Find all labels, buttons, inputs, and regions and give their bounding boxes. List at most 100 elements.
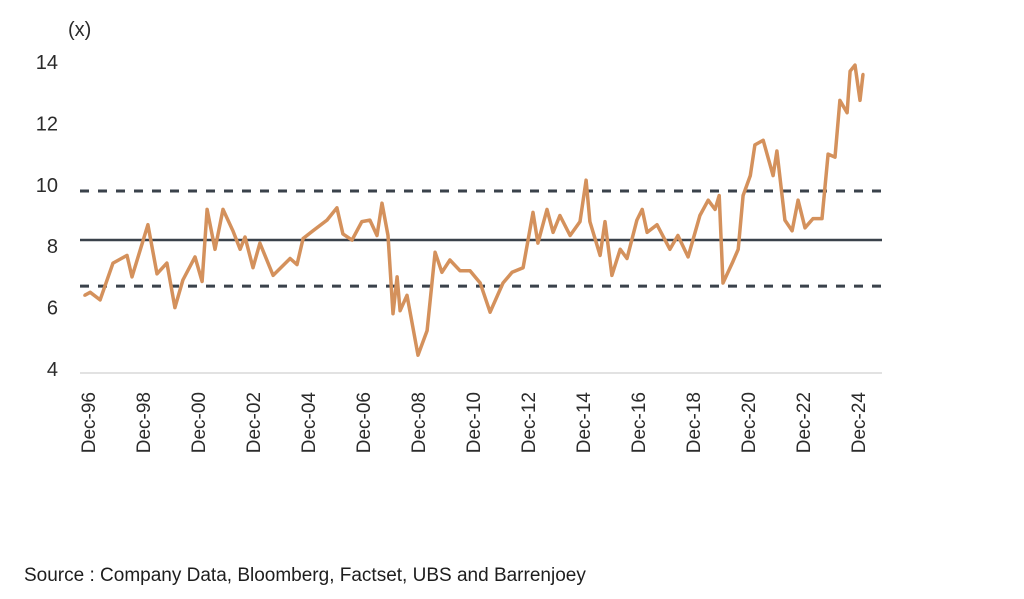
data-point	[640, 207, 644, 211]
data-point	[790, 229, 794, 233]
data-point	[820, 217, 824, 221]
data-point	[488, 310, 492, 314]
data-point	[375, 233, 379, 237]
x-tick-label: Dec-24	[849, 392, 870, 454]
data-point	[360, 220, 364, 224]
data-point	[783, 218, 787, 222]
data-point	[736, 247, 740, 251]
data-point	[775, 149, 779, 153]
data-point	[193, 255, 197, 259]
y-axis-unit-label: (x)	[68, 19, 91, 41]
data-point	[433, 250, 437, 254]
data-point	[833, 155, 837, 159]
data-point	[243, 235, 247, 239]
data-point	[603, 220, 607, 224]
data-point	[713, 207, 717, 211]
data-point	[155, 272, 159, 276]
data-point	[753, 143, 757, 147]
data-point	[301, 237, 305, 241]
data-point	[416, 353, 420, 357]
x-tick-label: Dec-18	[684, 392, 705, 453]
data-point	[706, 198, 710, 202]
data-point	[111, 261, 115, 265]
data-point	[325, 218, 329, 222]
data-point	[98, 298, 102, 302]
data-point	[205, 207, 209, 211]
data-point	[598, 253, 602, 257]
data-point	[717, 194, 721, 198]
data-point	[588, 220, 592, 224]
x-tick-label: Dec-08	[409, 392, 430, 453]
x-tick-label: Dec-00	[189, 392, 210, 453]
data-point	[458, 269, 462, 273]
data-point	[668, 247, 672, 251]
x-tick-label: Dec-14	[574, 392, 595, 454]
data-point	[510, 270, 514, 274]
data-point	[288, 256, 292, 260]
data-point	[578, 220, 582, 224]
data-point	[440, 270, 444, 274]
y-tick-label: 4	[47, 359, 58, 381]
data-point	[88, 290, 92, 294]
data-point	[335, 206, 339, 210]
data-point	[536, 241, 540, 245]
data-point	[501, 281, 505, 285]
data-point	[803, 226, 807, 230]
x-tick-label: Dec-12	[519, 392, 540, 453]
data-point	[478, 281, 482, 285]
data-point	[181, 278, 185, 282]
data-point	[584, 178, 588, 182]
data-point	[748, 174, 752, 178]
y-tick-label: 6	[47, 298, 58, 320]
data-point	[238, 247, 242, 251]
data-point	[213, 247, 217, 251]
data-point	[625, 256, 629, 260]
data-point	[618, 247, 622, 251]
data-point	[686, 255, 690, 259]
data-point	[165, 261, 169, 265]
data-point	[368, 218, 372, 222]
x-tick-label: Dec-96	[79, 392, 100, 453]
data-point	[771, 174, 775, 178]
data-point	[826, 152, 830, 156]
data-point	[173, 306, 177, 310]
y-tick-label: 10	[36, 175, 58, 197]
data-point	[83, 293, 87, 297]
x-tick-label: Dec-06	[354, 392, 375, 453]
data-point	[635, 218, 639, 222]
data-point	[551, 230, 555, 234]
x-tick-label: Dec-04	[299, 392, 320, 454]
data-point	[271, 273, 275, 277]
data-point	[468, 269, 472, 273]
data-point	[448, 258, 452, 262]
data-point	[655, 223, 659, 227]
x-tick-label: Dec-20	[739, 392, 760, 453]
data-point	[395, 275, 399, 279]
data-point	[568, 233, 572, 237]
data-point	[341, 232, 345, 236]
y-tick-label: 12	[36, 113, 58, 135]
data-point	[398, 309, 402, 313]
data-point	[125, 253, 129, 257]
data-point	[861, 72, 865, 76]
x-tick-label: Dec-22	[794, 392, 815, 453]
data-point	[858, 98, 862, 102]
data-point	[258, 241, 262, 245]
data-point	[251, 266, 255, 270]
data-point	[386, 233, 390, 237]
data-point	[853, 63, 857, 67]
x-tick-label: Dec-02	[244, 392, 265, 453]
data-point	[200, 280, 204, 284]
data-point	[645, 230, 649, 234]
data-point	[221, 207, 225, 211]
data-point	[741, 194, 745, 198]
x-tick-label: Dec-16	[629, 392, 650, 453]
y-tick-label: 8	[47, 236, 58, 258]
data-point	[848, 69, 852, 73]
data-point	[610, 273, 614, 277]
data-point	[721, 281, 725, 285]
x-tick-label: Dec-98	[134, 392, 155, 453]
data-point	[698, 214, 702, 217]
data-point	[146, 223, 150, 227]
data-point	[845, 111, 849, 115]
